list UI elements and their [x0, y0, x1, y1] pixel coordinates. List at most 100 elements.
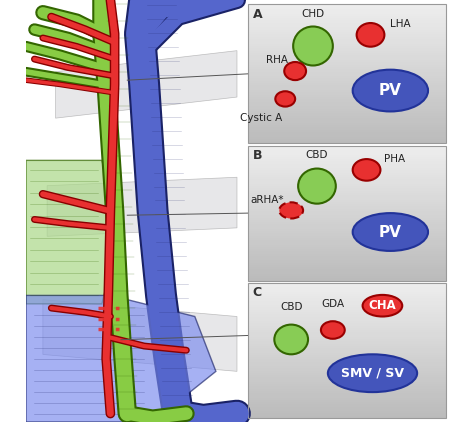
Bar — [247, 384, 446, 386]
Bar — [247, 4, 446, 7]
Bar — [247, 344, 446, 346]
Bar — [247, 238, 446, 240]
Bar — [247, 393, 446, 395]
Bar — [247, 81, 446, 83]
Ellipse shape — [353, 70, 428, 111]
Bar — [247, 90, 446, 92]
Bar — [247, 283, 446, 418]
Bar — [247, 179, 446, 181]
Bar — [247, 184, 446, 186]
Ellipse shape — [279, 202, 303, 219]
Bar — [247, 409, 446, 411]
Text: aRHA*: aRHA* — [251, 195, 284, 205]
Text: C: C — [253, 286, 262, 299]
Bar — [247, 193, 446, 195]
Ellipse shape — [328, 354, 417, 392]
Ellipse shape — [275, 91, 295, 107]
Ellipse shape — [356, 23, 384, 47]
Bar — [247, 161, 446, 164]
Bar — [247, 323, 446, 325]
Bar — [247, 139, 446, 141]
Bar — [247, 258, 446, 260]
Bar — [247, 402, 446, 404]
Bar — [247, 298, 446, 301]
Bar — [247, 9, 446, 11]
Bar — [247, 411, 446, 413]
Bar — [247, 132, 446, 134]
Ellipse shape — [321, 321, 345, 339]
Bar — [247, 245, 446, 247]
Bar — [247, 368, 446, 371]
Bar — [247, 102, 446, 104]
Bar — [247, 382, 446, 384]
Polygon shape — [47, 177, 237, 236]
Bar — [247, 252, 446, 254]
Bar — [247, 213, 446, 215]
Bar — [247, 395, 446, 398]
Bar — [247, 35, 446, 37]
Bar — [247, 285, 446, 287]
Bar — [247, 314, 446, 316]
Bar — [247, 294, 446, 296]
Bar — [247, 229, 446, 231]
Bar — [247, 146, 446, 281]
Bar — [247, 150, 446, 152]
Bar — [247, 267, 446, 269]
Bar — [247, 69, 446, 72]
Bar — [247, 225, 446, 227]
Bar — [247, 254, 446, 256]
Bar — [247, 83, 446, 85]
Polygon shape — [43, 300, 237, 371]
Bar — [247, 235, 446, 238]
Bar — [247, 123, 446, 125]
Bar — [247, 168, 446, 170]
Polygon shape — [26, 160, 119, 304]
Bar — [247, 100, 446, 102]
Text: SMV / SV: SMV / SV — [341, 367, 404, 380]
Bar — [247, 208, 446, 211]
Bar — [247, 7, 446, 9]
Bar — [247, 137, 446, 139]
Text: CHD: CHD — [301, 9, 325, 19]
Bar — [247, 292, 446, 294]
Bar — [247, 272, 446, 274]
Bar — [247, 18, 446, 20]
Bar — [247, 233, 446, 235]
Bar — [247, 283, 446, 285]
Bar — [247, 166, 446, 168]
Bar — [247, 14, 446, 16]
Bar — [247, 78, 446, 81]
Bar — [247, 51, 446, 53]
Bar — [247, 111, 446, 113]
Bar — [247, 206, 446, 208]
Bar — [247, 404, 446, 406]
Bar — [247, 389, 446, 391]
Bar — [247, 200, 446, 202]
Bar — [247, 148, 446, 150]
Bar — [247, 202, 446, 204]
Bar — [247, 154, 446, 157]
Bar — [247, 247, 446, 249]
Bar — [247, 328, 446, 330]
Bar — [247, 39, 446, 41]
Bar — [247, 406, 446, 409]
Bar — [247, 362, 446, 364]
Bar — [247, 265, 446, 267]
Bar — [247, 62, 446, 65]
Text: PHA: PHA — [384, 154, 405, 164]
Bar — [247, 260, 446, 262]
Bar — [247, 95, 446, 97]
Text: CHA: CHA — [369, 299, 396, 312]
Bar — [247, 341, 446, 344]
Bar — [247, 391, 446, 393]
Bar — [247, 177, 446, 179]
Ellipse shape — [284, 62, 306, 80]
Bar — [247, 175, 446, 177]
Bar — [247, 104, 446, 106]
Bar — [247, 350, 446, 352]
Bar — [247, 231, 446, 233]
Bar — [247, 371, 446, 373]
Bar — [247, 109, 446, 111]
Bar — [247, 330, 446, 332]
Bar — [247, 159, 446, 161]
